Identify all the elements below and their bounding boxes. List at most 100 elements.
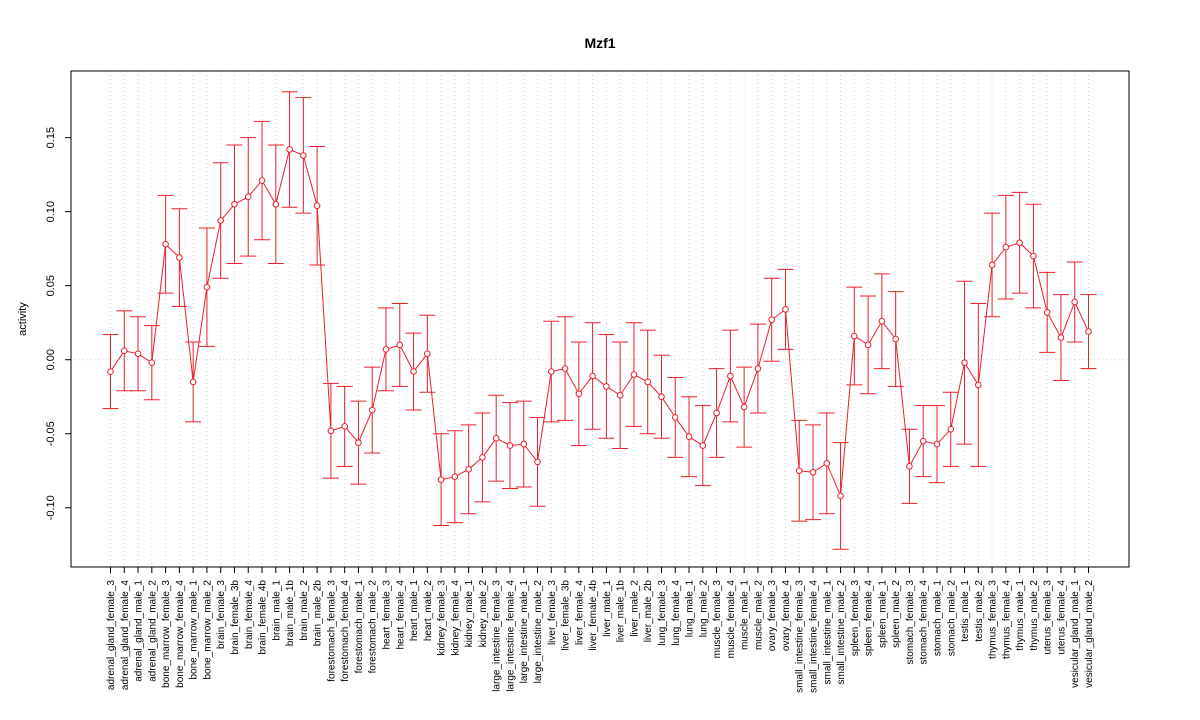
data-point — [561, 365, 569, 372]
x-tick-label: thymus_male_1 — [1015, 580, 1026, 651]
x-tick-label: stomach_male_2 — [946, 580, 957, 657]
data-point — [727, 372, 734, 380]
data-point — [919, 437, 927, 445]
x-tick-label: bone_marrow_female_4 — [175, 580, 186, 688]
data-point — [699, 442, 707, 449]
x-tick-label: large_intestine_male_1 — [519, 580, 530, 684]
x-tick-label: muscle_male_1 — [740, 580, 751, 650]
data-point — [575, 390, 583, 398]
x-tick-label: brain_female_3b — [230, 580, 241, 655]
data-point — [341, 423, 348, 430]
x-tick-label: large_intestine_female_4 — [505, 580, 516, 692]
x-tick-label: brain_female_4b — [258, 580, 269, 655]
x-tick-label: muscle_female_3 — [712, 580, 723, 659]
data-point — [189, 378, 197, 386]
data-point — [975, 381, 982, 389]
data-point — [823, 460, 831, 467]
x-tick-label: vesicular_gland_male_1 — [1070, 580, 1081, 688]
data-point — [300, 152, 307, 159]
data-point — [603, 383, 610, 390]
data-point — [1085, 328, 1092, 335]
data-point — [947, 426, 955, 433]
x-tick-label: brain_female_4 — [244, 580, 255, 649]
x-tick-label: liver_male_2b — [643, 580, 654, 643]
x-tick-label: heart_male_2 — [423, 580, 434, 642]
data-point — [258, 177, 266, 184]
data-point — [231, 200, 238, 208]
data-point — [424, 350, 431, 358]
data-point — [616, 391, 624, 399]
x-tick-label: lung_female_3 — [657, 580, 668, 646]
y-tick-label: 0.00 — [45, 349, 57, 370]
y-tick-label: -0.05 — [45, 421, 57, 446]
data-point — [809, 468, 817, 476]
x-tick-label: adrenal_gland_male_2 — [147, 580, 158, 682]
data-point — [754, 365, 762, 372]
x-tick-label: brain_male_2 — [299, 580, 310, 641]
data-point — [795, 467, 803, 475]
x-tick-label: vesicular_gland_male_2 — [1084, 580, 1095, 688]
x-tick-label: kidney_female_3 — [437, 580, 448, 656]
x-tick-label: heart_female_4 — [395, 580, 406, 650]
data-point — [837, 492, 844, 500]
x-tick-label: bone_marrow_male_1 — [189, 580, 200, 680]
data-point — [479, 454, 486, 461]
data-point — [878, 317, 886, 325]
x-tick-label: ovary_female_3 — [767, 580, 778, 652]
x-tick-label: small_intestine_female_3 — [795, 580, 806, 693]
data-point — [355, 439, 362, 446]
x-tick-label: forestomach_female_4 — [340, 580, 351, 682]
data-point — [671, 414, 679, 421]
x-tick-label: spleen_female_3 — [850, 580, 861, 657]
x-tick-label: heart_female_3 — [381, 580, 392, 650]
data-point — [148, 359, 156, 366]
x-tick-label: uterus_female_4 — [1056, 580, 1067, 655]
x-tick-label: brain_male_1b — [285, 580, 296, 647]
data-point — [382, 346, 390, 353]
series-layer — [102, 91, 1097, 550]
x-tick-label: forestomach_male_2 — [368, 580, 379, 674]
x-tick-label: stomach_female_4 — [919, 580, 930, 665]
x-tick-label: liver_female_3b — [561, 580, 572, 651]
x-tick-label: adrenal_gland_male_1 — [134, 580, 145, 682]
data-point — [589, 372, 596, 380]
data-point — [465, 465, 472, 473]
data-point — [685, 433, 693, 441]
x-tick-label: liver_male_2 — [629, 580, 640, 637]
data-point — [644, 378, 652, 386]
x-tick-label: spleen_male_1 — [877, 580, 888, 648]
data-point — [988, 261, 996, 269]
x-tick-label: thymus_male_2 — [1029, 580, 1040, 651]
data-point — [534, 458, 541, 466]
data-point — [203, 283, 211, 291]
x-tick-label: liver_female_4 — [574, 580, 585, 645]
x-tick-label: forestomach_female_3 — [326, 580, 337, 682]
x-tick-label: lung_male_2 — [698, 580, 709, 638]
data-point — [906, 463, 913, 470]
chart-title: Mzf1 — [584, 35, 615, 51]
x-tick-label: brain_male_1 — [271, 580, 282, 641]
x-tick-label: small_intestine_male_1 — [822, 580, 833, 685]
x-tick-label: adrenal_gland_female_3 — [106, 580, 117, 691]
data-point — [217, 217, 224, 224]
data-point — [892, 335, 899, 343]
data-point — [547, 368, 555, 375]
x-tick-label: small_intestine_female_4 — [809, 580, 820, 693]
x-tick-label: heart_male_1 — [409, 580, 420, 642]
data-point — [1016, 239, 1023, 247]
data-point — [286, 146, 293, 153]
x-tick-label: muscle_male_2 — [753, 580, 764, 650]
data-point — [107, 368, 114, 375]
x-tick-label: thymus_female_4 — [1001, 580, 1012, 659]
x-tick-label: lung_female_4 — [671, 580, 682, 646]
data-point — [864, 341, 872, 349]
data-point — [1071, 298, 1079, 306]
x-tick-label: testis_male_1 — [960, 580, 971, 642]
data-point — [1043, 309, 1051, 316]
data-point — [520, 440, 528, 448]
x-tick-label: bone_marrow_female_3 — [161, 580, 172, 688]
x-tick-label: ovary_female_4 — [781, 580, 792, 652]
data-point — [313, 202, 321, 210]
data-point — [437, 476, 445, 483]
y-axis: -0.10 -0.05 0.00 0.05 0.10 0.15 — [45, 127, 71, 520]
